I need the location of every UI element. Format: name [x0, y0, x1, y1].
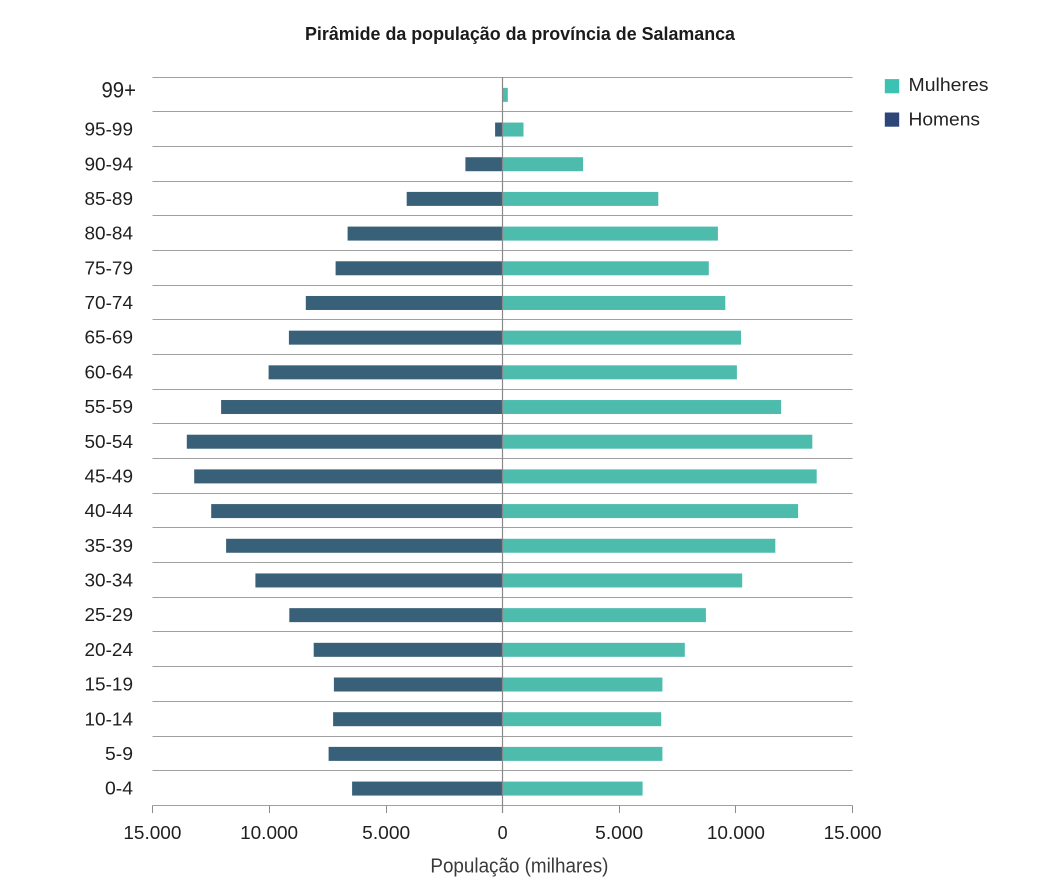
- svg-text:65-69: 65-69: [85, 328, 134, 348]
- svg-text:35-39: 35-39: [85, 536, 134, 556]
- svg-text:0-4: 0-4: [105, 779, 133, 799]
- svg-text:Mulheres: Mulheres: [909, 75, 989, 95]
- svg-text:0: 0: [498, 823, 508, 843]
- svg-text:15-19: 15-19: [85, 675, 134, 695]
- svg-text:10.000: 10.000: [707, 823, 765, 843]
- svg-text:55-59: 55-59: [85, 397, 134, 417]
- svg-text:95-99: 95-99: [85, 120, 134, 140]
- svg-text:15.000: 15.000: [123, 823, 181, 843]
- svg-text:40-44: 40-44: [85, 501, 134, 521]
- svg-text:75-79: 75-79: [85, 258, 134, 278]
- svg-text:5.000: 5.000: [362, 823, 410, 843]
- svg-text:85-89: 85-89: [85, 189, 134, 209]
- svg-text:Homens: Homens: [909, 109, 981, 129]
- svg-text:50-54: 50-54: [85, 432, 134, 452]
- svg-text:70-74: 70-74: [85, 293, 134, 313]
- svg-text:População (milhares): População (milhares): [430, 856, 608, 878]
- svg-text:99+: 99+: [102, 77, 137, 102]
- svg-text:90-94: 90-94: [85, 154, 134, 174]
- svg-text:25-29: 25-29: [85, 605, 134, 625]
- svg-text:15.000: 15.000: [824, 823, 882, 843]
- svg-text:60-64: 60-64: [85, 362, 134, 382]
- svg-text:10.000: 10.000: [240, 823, 298, 843]
- svg-text:10-14: 10-14: [85, 709, 134, 729]
- svg-text:20-24: 20-24: [85, 640, 134, 660]
- svg-text:45-49: 45-49: [85, 467, 134, 487]
- svg-text:30-34: 30-34: [85, 571, 134, 591]
- svg-text:5-9: 5-9: [105, 744, 133, 764]
- svg-text:5.000: 5.000: [595, 823, 643, 843]
- svg-text:Pirâmide da população da proví: Pirâmide da população da província de Sa…: [305, 24, 736, 44]
- svg-text:80-84: 80-84: [85, 224, 134, 244]
